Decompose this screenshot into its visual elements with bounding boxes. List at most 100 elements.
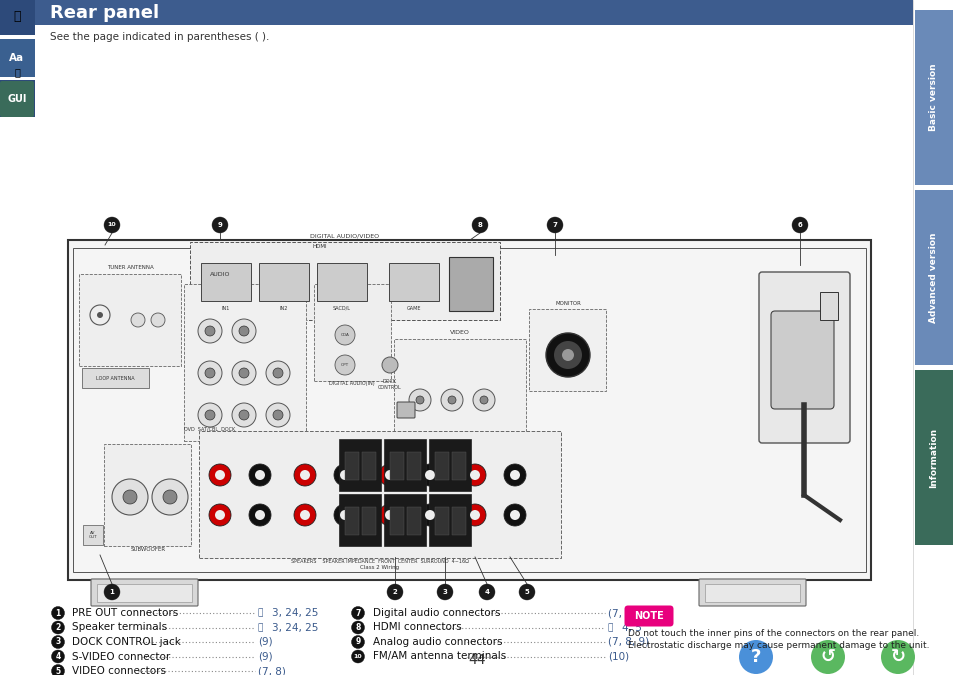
Circle shape <box>152 479 188 515</box>
Circle shape <box>123 490 137 504</box>
Text: 4, 5: 4, 5 <box>621 622 641 632</box>
Circle shape <box>266 361 290 385</box>
Circle shape <box>503 464 525 486</box>
FancyBboxPatch shape <box>361 507 375 535</box>
Circle shape <box>151 313 165 327</box>
FancyBboxPatch shape <box>35 0 912 25</box>
Circle shape <box>387 584 402 600</box>
FancyBboxPatch shape <box>429 494 471 546</box>
Circle shape <box>546 217 562 233</box>
Text: AUDIO: AUDIO <box>210 272 230 277</box>
Circle shape <box>335 355 355 375</box>
FancyBboxPatch shape <box>0 39 35 77</box>
Text: (7, 8): (7, 8) <box>257 666 286 675</box>
FancyBboxPatch shape <box>384 494 426 546</box>
Text: 10: 10 <box>108 223 116 227</box>
FancyBboxPatch shape <box>316 263 367 301</box>
Circle shape <box>470 470 479 480</box>
Text: COA: COA <box>340 333 349 337</box>
FancyBboxPatch shape <box>0 81 34 117</box>
Circle shape <box>51 607 65 620</box>
FancyBboxPatch shape <box>624 605 673 626</box>
Text: FM/AM antenna terminals: FM/AM antenna terminals <box>373 651 506 662</box>
Text: 10: 10 <box>354 654 362 659</box>
FancyBboxPatch shape <box>104 444 191 546</box>
Text: 📖: 📖 <box>257 608 263 618</box>
Circle shape <box>479 396 488 404</box>
Circle shape <box>503 504 525 526</box>
Circle shape <box>478 584 495 600</box>
Text: 2: 2 <box>393 589 397 595</box>
FancyBboxPatch shape <box>396 402 415 418</box>
Text: ↻: ↻ <box>889 648 904 666</box>
Circle shape <box>214 470 225 480</box>
Circle shape <box>448 396 456 404</box>
Circle shape <box>249 464 271 486</box>
FancyBboxPatch shape <box>435 452 449 480</box>
Text: 7: 7 <box>552 222 557 228</box>
Text: Advanced version: Advanced version <box>928 232 938 323</box>
Circle shape <box>205 326 214 336</box>
Circle shape <box>418 504 440 526</box>
FancyBboxPatch shape <box>201 263 251 301</box>
Text: OPT: OPT <box>340 363 349 367</box>
Text: PRE OUT connectors: PRE OUT connectors <box>71 608 178 618</box>
FancyBboxPatch shape <box>82 368 149 388</box>
Text: 1: 1 <box>110 589 114 595</box>
Text: 8: 8 <box>477 222 482 228</box>
Circle shape <box>209 464 231 486</box>
Circle shape <box>463 504 485 526</box>
FancyBboxPatch shape <box>699 579 805 606</box>
FancyBboxPatch shape <box>0 80 35 117</box>
FancyBboxPatch shape <box>361 452 375 480</box>
Circle shape <box>351 650 364 663</box>
Circle shape <box>249 504 271 526</box>
FancyBboxPatch shape <box>314 284 391 381</box>
Text: (7, 8, 9): (7, 8, 9) <box>607 637 648 647</box>
Circle shape <box>335 325 355 345</box>
Text: HDMI connectors: HDMI connectors <box>373 622 461 632</box>
Text: SPEAKERS    SPEAKER IMPEDANCE  FRONT  CENTER  SURROUND  4~16Ω: SPEAKERS SPEAKER IMPEDANCE FRONT CENTER … <box>291 559 469 564</box>
FancyBboxPatch shape <box>449 257 493 311</box>
Text: 44: 44 <box>468 653 485 667</box>
Circle shape <box>880 640 914 674</box>
Circle shape <box>254 470 265 480</box>
FancyBboxPatch shape <box>389 263 438 301</box>
Circle shape <box>112 479 148 515</box>
Circle shape <box>518 584 535 600</box>
Text: Rear panel: Rear panel <box>50 4 159 22</box>
FancyBboxPatch shape <box>68 240 870 580</box>
FancyBboxPatch shape <box>820 292 837 320</box>
Circle shape <box>294 504 315 526</box>
Text: Basic version: Basic version <box>928 63 938 132</box>
FancyBboxPatch shape <box>529 309 605 391</box>
Circle shape <box>424 510 435 520</box>
Text: DVD  SAT/CBL  DOCK: DVD SAT/CBL DOCK <box>184 427 235 431</box>
Circle shape <box>351 635 364 649</box>
Text: 👥: 👥 <box>14 67 20 77</box>
Circle shape <box>51 621 65 634</box>
Text: DIGITAL AUDIO(IN): DIGITAL AUDIO(IN) <box>329 381 375 386</box>
Text: GUI: GUI <box>8 94 27 104</box>
Circle shape <box>339 470 350 480</box>
FancyBboxPatch shape <box>97 584 192 602</box>
Circle shape <box>510 470 519 480</box>
FancyBboxPatch shape <box>770 311 833 409</box>
Circle shape <box>299 510 310 520</box>
Text: (7, 8): (7, 8) <box>607 608 636 618</box>
Circle shape <box>209 504 231 526</box>
FancyBboxPatch shape <box>704 584 800 602</box>
Text: SUBWOOFER: SUBWOOFER <box>131 547 166 552</box>
Circle shape <box>351 607 364 620</box>
Text: 8: 8 <box>355 623 360 632</box>
FancyBboxPatch shape <box>452 507 465 535</box>
Circle shape <box>385 510 395 520</box>
FancyBboxPatch shape <box>384 439 426 491</box>
Circle shape <box>378 504 400 526</box>
Text: S-VIDEO connector: S-VIDEO connector <box>71 651 170 662</box>
Circle shape <box>51 635 65 649</box>
Text: ↺: ↺ <box>820 648 835 666</box>
Circle shape <box>510 510 519 520</box>
FancyBboxPatch shape <box>184 284 306 441</box>
Text: LOOP ANTENNA: LOOP ANTENNA <box>95 375 134 381</box>
